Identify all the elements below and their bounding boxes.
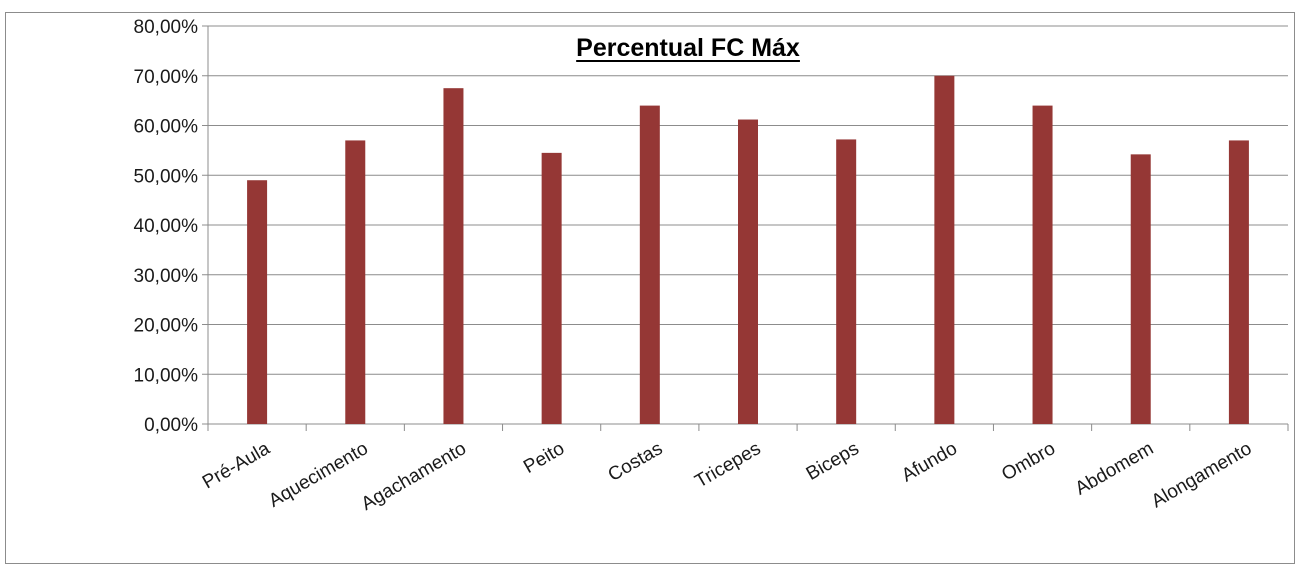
x-tick-label: Afundo bbox=[898, 438, 961, 486]
x-tick-label: Aquecimento bbox=[265, 438, 372, 512]
x-tick-label: Peito bbox=[520, 438, 568, 478]
bar bbox=[541, 152, 562, 425]
bar bbox=[639, 105, 660, 424]
x-tick-label: Agachamento bbox=[358, 438, 470, 515]
title-group: Percentual FC Máx bbox=[576, 34, 800, 62]
y-tick-label: 80,00% bbox=[134, 17, 199, 38]
bar bbox=[836, 139, 857, 424]
x-tick-label: Ombro bbox=[998, 438, 1059, 485]
bar bbox=[247, 180, 268, 424]
y-tick-label: 20,00% bbox=[134, 316, 199, 337]
bar bbox=[1228, 140, 1249, 425]
bar bbox=[345, 140, 366, 425]
x-tick-label: Alongamento bbox=[1148, 438, 1255, 512]
chart-title: Percentual FC Máx bbox=[576, 34, 800, 62]
bar bbox=[1032, 105, 1053, 424]
x-tick-label: Costas bbox=[605, 438, 667, 486]
y-tick-label: 50,00% bbox=[134, 166, 199, 187]
y-tick-label: 40,00% bbox=[134, 216, 199, 237]
y-tick-label: 60,00% bbox=[134, 117, 199, 138]
x-tick-label: Abdomem bbox=[1072, 438, 1158, 499]
x-tick-label: Biceps bbox=[803, 438, 863, 485]
x-tick-label: Tricepes bbox=[692, 438, 765, 492]
bar bbox=[443, 88, 464, 424]
x-tick-label: Pré-Aula bbox=[199, 438, 274, 493]
y-tick-label: 0,00% bbox=[144, 415, 198, 436]
bar bbox=[1130, 154, 1151, 425]
bars bbox=[247, 75, 1249, 425]
y-tick-labels: 0,00% 10,00% 20,00% 30,00% 40,00% 50,00% 60,00… bbox=[134, 17, 199, 436]
y-tick-label: 30,00% bbox=[134, 266, 199, 287]
bar bbox=[934, 75, 955, 424]
y-tick-label: 10,00% bbox=[134, 365, 199, 386]
bar bbox=[738, 119, 758, 424]
y-tick-label: 70,00% bbox=[134, 67, 199, 88]
